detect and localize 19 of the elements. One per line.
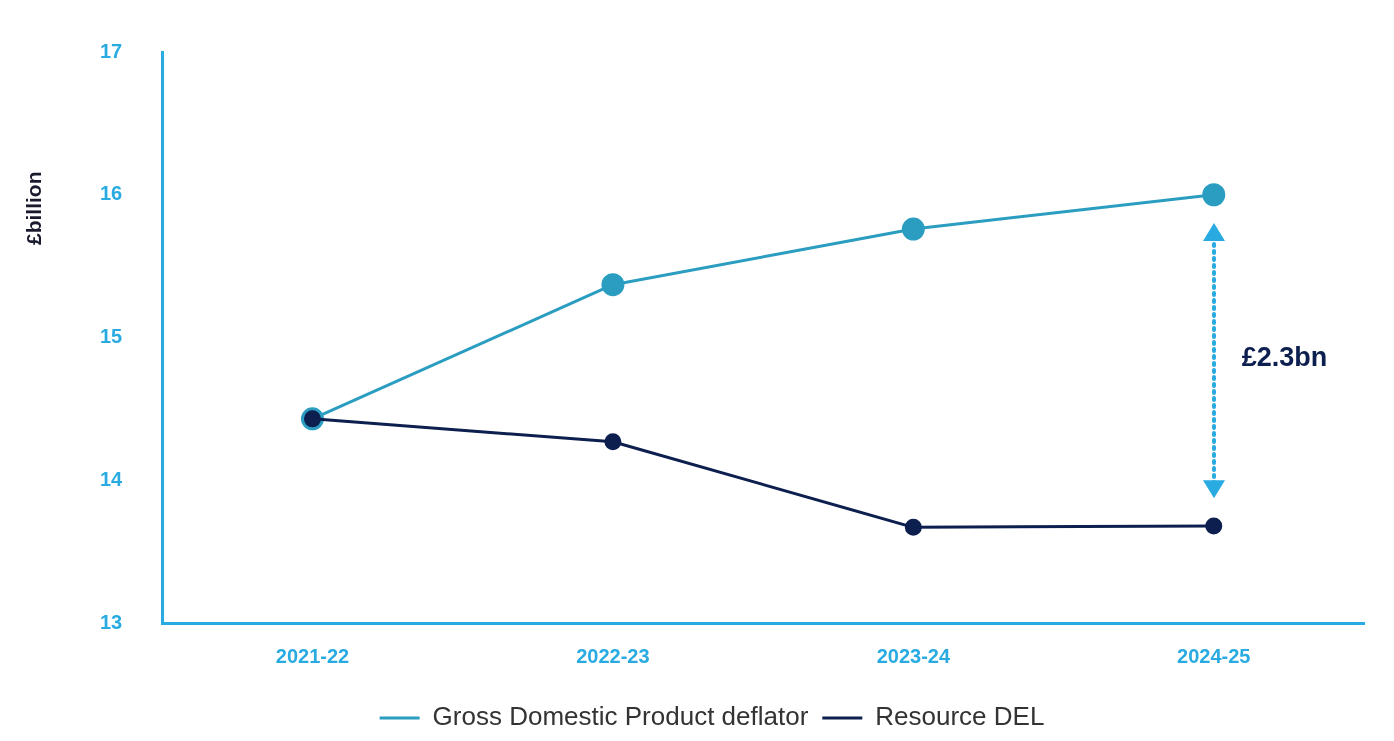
point <box>904 518 922 536</box>
y-tick-label: 13 <box>100 610 123 633</box>
point <box>604 433 622 451</box>
point <box>601 273 625 297</box>
point <box>1205 517 1223 535</box>
y-tick-label: 16 <box>100 182 123 205</box>
x-tick-label: 2022-23 <box>576 644 650 667</box>
point <box>1202 183 1226 207</box>
x-tick-label: 2021-22 <box>275 644 350 667</box>
legend-label: Resource DEL <box>875 701 1045 732</box>
annotation: £2.3bn <box>1241 342 1328 374</box>
legend-label: Gross Domestic Product deflator <box>432 701 809 732</box>
y-tick-label: 15 <box>100 325 123 348</box>
x-tick-label: 2023-24 <box>876 644 951 667</box>
y-tick-label: 14 <box>100 467 124 490</box>
x-tick-label: 2024-25 <box>1177 644 1251 667</box>
y-axis-title: £billion <box>22 171 46 245</box>
y-tick-label: 17 <box>100 39 123 62</box>
point <box>901 217 925 241</box>
